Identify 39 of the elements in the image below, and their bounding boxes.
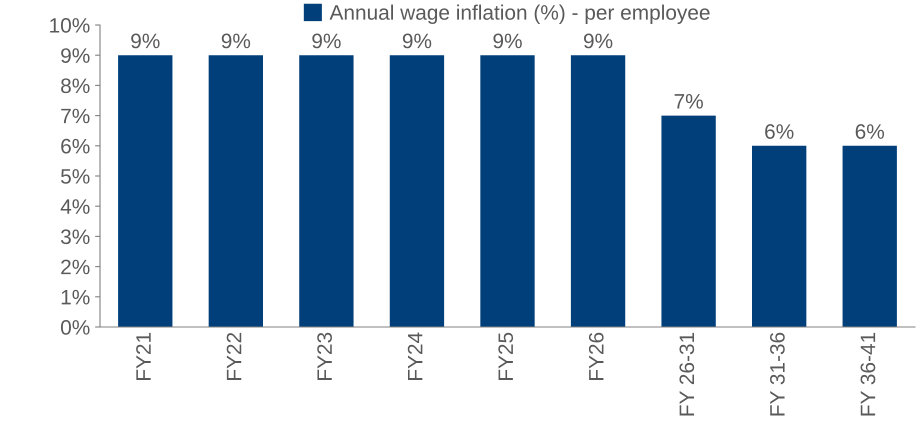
bar [570, 55, 626, 327]
y-tick-label: 1% [62, 290, 90, 304]
bar [842, 146, 897, 327]
y-tick-label: 8% [61, 78, 90, 94]
bar [752, 146, 806, 327]
x-tick-label: FY 26-31 [679, 332, 694, 416]
legend-label: Annual wage inflation (%) - per employee [330, 4, 710, 24]
x-tick-label: FY26 [588, 332, 604, 380]
bar [118, 55, 172, 327]
x-tick-label: FY 36-41 [860, 332, 876, 416]
y-tick-label: 7% [61, 108, 90, 124]
y-tick-label: 6% [61, 138, 90, 154]
x-tick-label: FY23 [317, 332, 332, 380]
x-tick-label: FY25 [498, 332, 514, 380]
data-label: 6% [856, 124, 884, 139]
y-tick-label: 2% [61, 260, 90, 274]
y-tick-label: 9% [61, 48, 90, 63]
data-label: 9% [131, 34, 160, 48]
data-label: 9% [222, 34, 250, 48]
y-tick-label: 3% [60, 229, 90, 244]
bar [661, 116, 716, 327]
data-label: 9% [493, 34, 522, 48]
y-tick-label: 10% [50, 18, 90, 33]
x-tick-label: FY 31-36 [770, 332, 785, 416]
data-label: 9% [402, 34, 432, 48]
bar [299, 55, 354, 327]
x-tick-label: FY24 [408, 332, 422, 380]
y-tick-label: 5% [61, 169, 90, 184]
y-tick-label: 4% [60, 199, 90, 214]
data-label: 9% [584, 34, 612, 48]
data-label: 7% [674, 94, 703, 109]
data-label: 9% [312, 34, 341, 48]
bar [208, 55, 263, 327]
bar [480, 55, 535, 327]
bar [390, 55, 444, 327]
x-tick-label: FY21 [136, 332, 151, 380]
x-tick-label: FY22 [226, 332, 242, 380]
y-tick-label: 0% [60, 320, 90, 335]
data-label: 6% [765, 124, 794, 139]
